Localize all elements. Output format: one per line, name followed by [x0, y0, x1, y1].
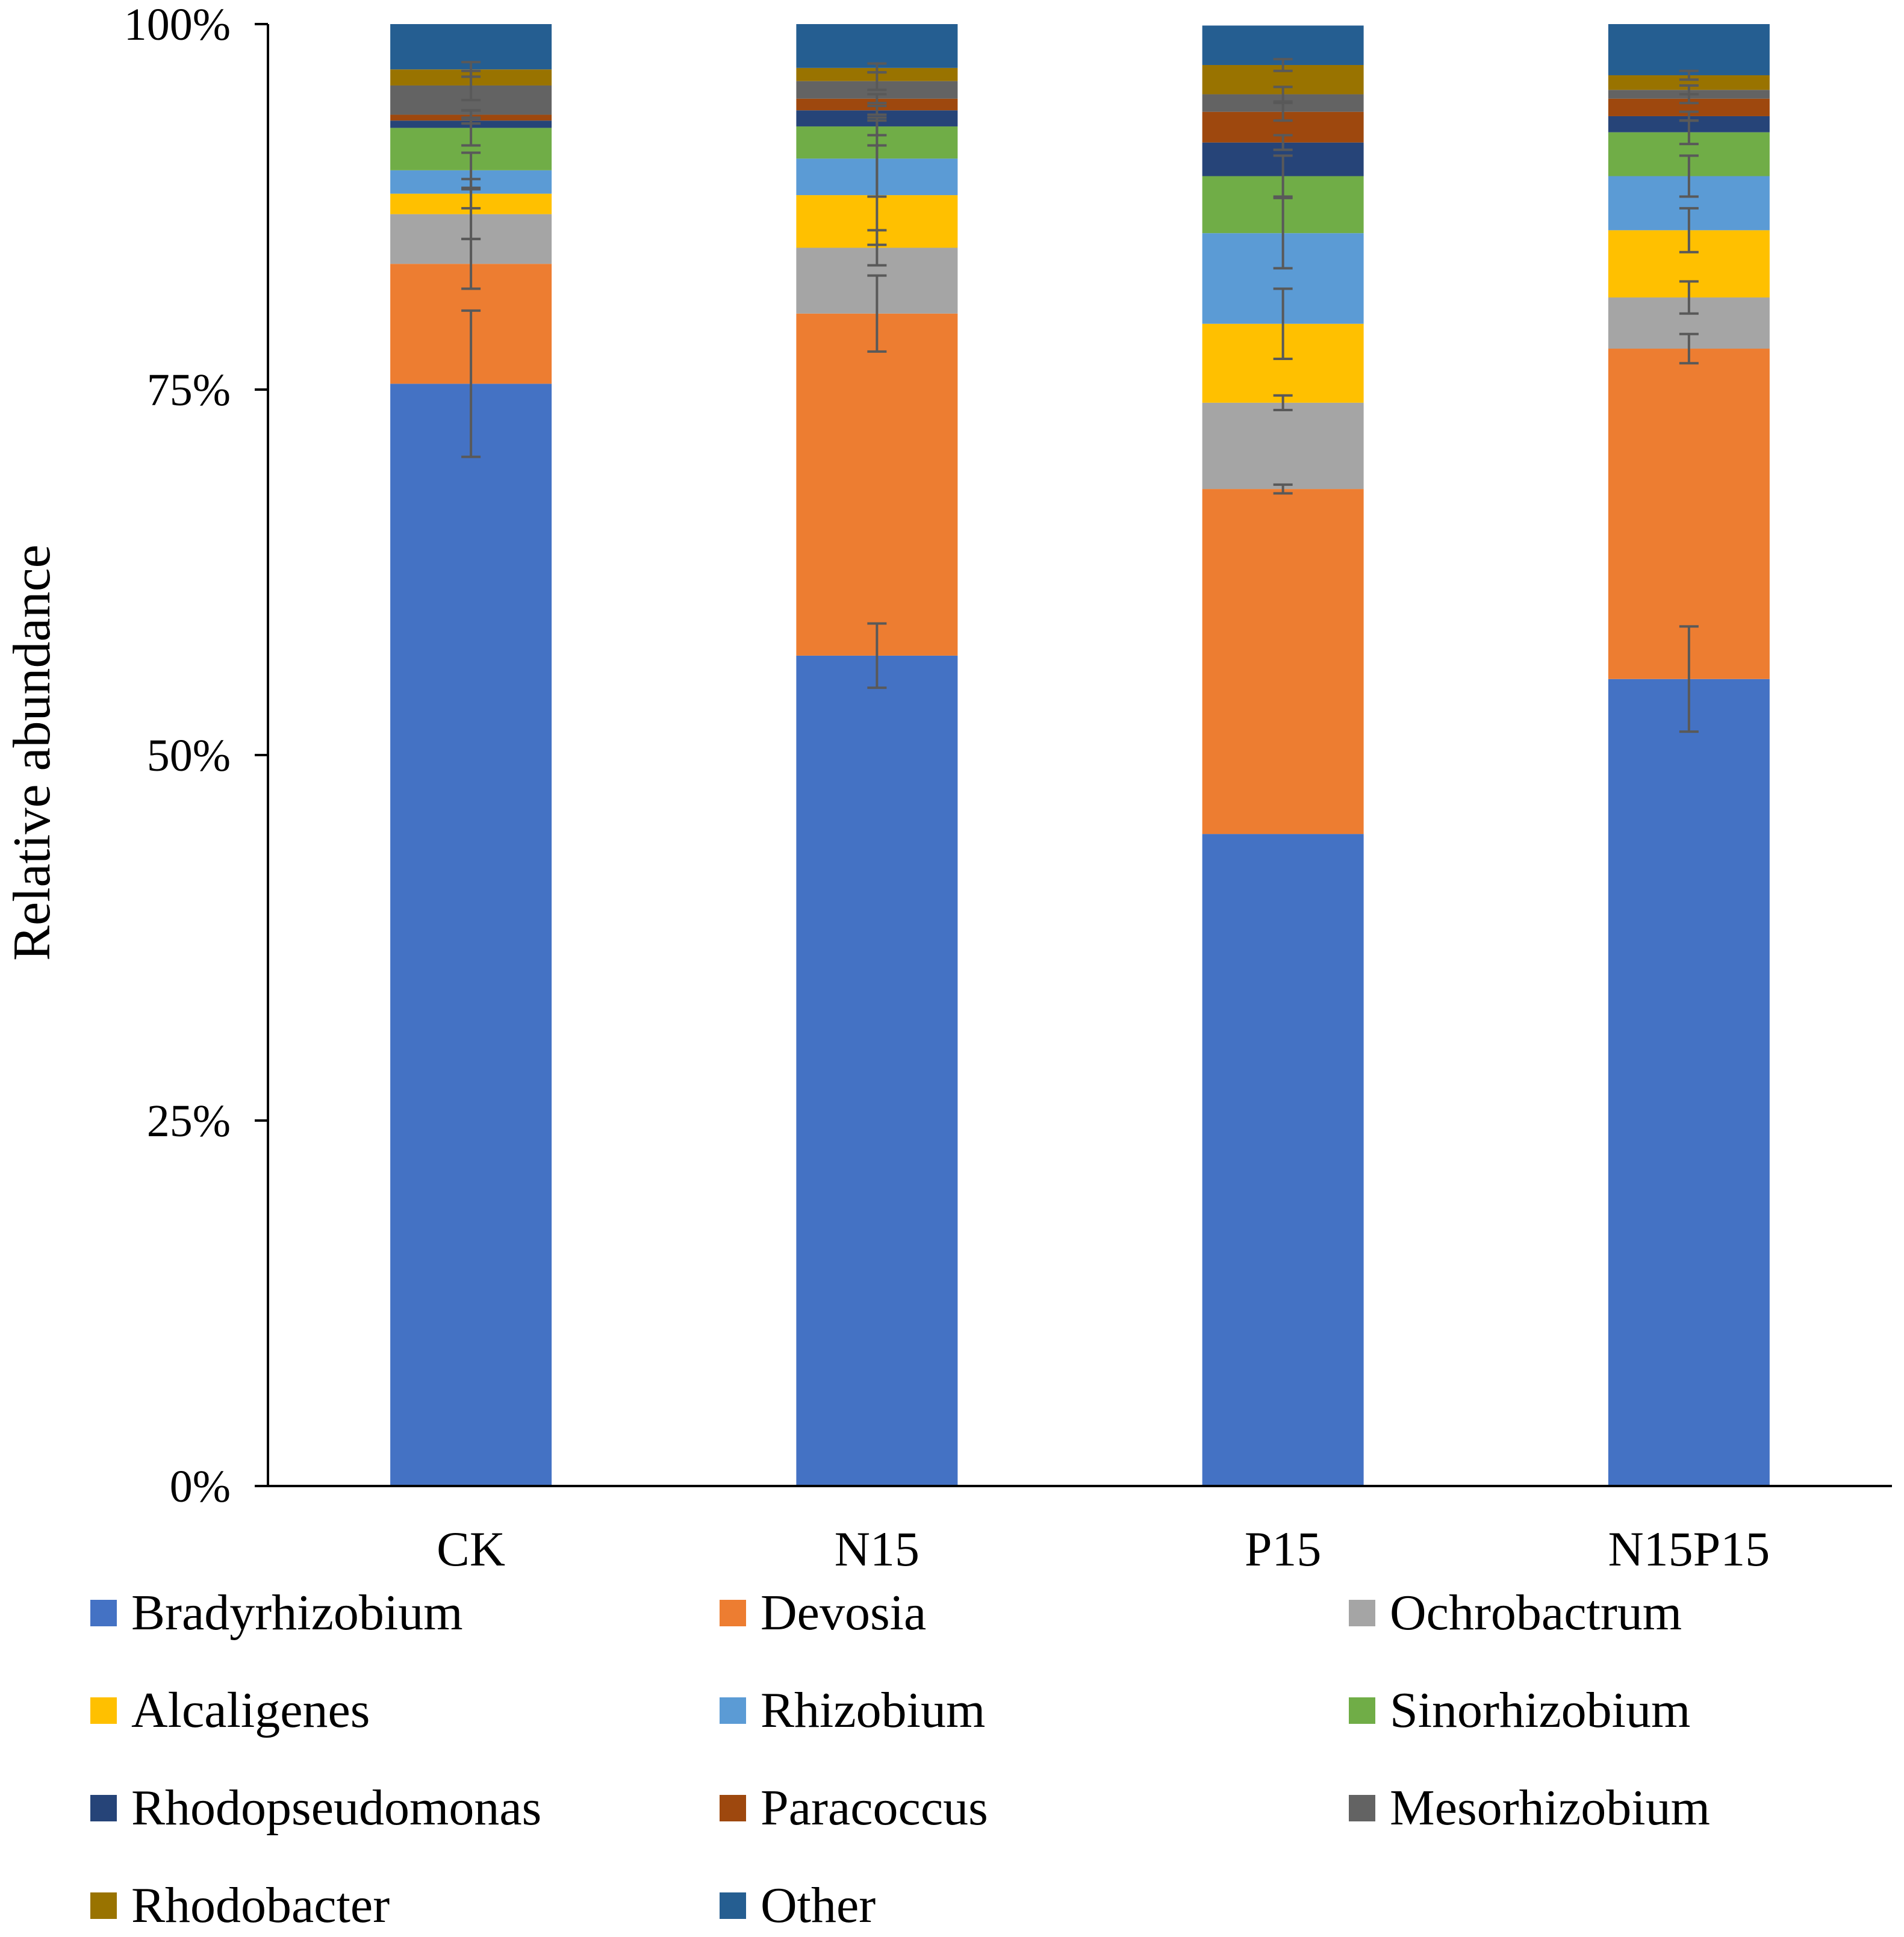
legend-swatch — [1349, 1599, 1375, 1626]
legend-item-rhizobium: Rhizobium — [720, 1681, 985, 1740]
bar-segment-p15-devosia — [1202, 489, 1364, 835]
legend-item-ochrobactrum: Ochrobactrum — [1349, 1584, 1682, 1642]
bar-segment-ck-bradyrhizobium — [390, 384, 552, 1486]
legend-item-other: Other — [720, 1876, 876, 1935]
error-bar-n15p15-devosia — [1679, 332, 1699, 365]
legend-label: Paracoccus — [761, 1780, 988, 1836]
bar-segment-n15-devosia — [796, 313, 958, 656]
y-tick-label: 50% — [147, 730, 231, 781]
error-bar-n15p15-rhodobacter — [1679, 69, 1699, 81]
legend-item-alcaligenes: Alcaligenes — [90, 1681, 370, 1740]
legend-label: Ochrobactrum — [1390, 1585, 1682, 1641]
legend-swatch — [90, 1599, 117, 1626]
legend-label: Devosia — [761, 1585, 927, 1641]
legend-item-rhodobacter: Rhodobacter — [90, 1876, 390, 1935]
bar-segment-n15p15-bradyrhizobium — [1608, 679, 1770, 1486]
error-bar-p15-ochrobactrum — [1273, 394, 1293, 411]
y-tick-label: 0% — [170, 1461, 231, 1512]
error-bar-p15-mesorhizobium — [1273, 86, 1293, 103]
error-bar-p15-sinorhizobium — [1273, 154, 1293, 198]
error-bar-n15-bradyrhizobium — [867, 622, 887, 689]
bar-segment-n15-paracoccus — [796, 98, 958, 111]
x-tick-label-n15: N15 — [835, 1522, 919, 1576]
legend-label: Rhizobium — [761, 1682, 986, 1738]
error-bar-p15-devosia — [1273, 483, 1293, 495]
error-bar-n15-rhodopseudomonas — [867, 104, 887, 116]
error-bar-ck-bradyrhizobium — [461, 309, 481, 458]
legend-swatch — [1349, 1794, 1375, 1821]
error-bar-p15-alcaligenes — [1273, 287, 1293, 361]
y-axis-title: Relative abundance — [3, 544, 61, 960]
bar-segment-n15-bradyrhizobium — [796, 655, 958, 1486]
legend-label: Rhodobacter — [131, 1877, 390, 1933]
legend-item-bradyrhizobium: Bradyrhizobium — [90, 1584, 463, 1642]
legend-swatch — [720, 1794, 746, 1821]
error-bar-n15p15-ochrobactrum — [1679, 280, 1699, 315]
error-bar-p15-rhodobacter — [1273, 58, 1293, 72]
error-bar-p15-paracoccus — [1273, 102, 1293, 122]
error-bar-n15-paracoccus — [867, 93, 887, 105]
legend-item-rhodopseudomonas: Rhodopseudomonas — [90, 1779, 541, 1837]
legend-label: Rhodopseudomonas — [131, 1780, 542, 1836]
error-bar-ck-rhodobacter — [461, 61, 481, 78]
legend-swatch — [720, 1697, 746, 1724]
error-bar-n15-devosia — [867, 274, 887, 353]
legend-item-paracoccus: Paracoccus — [720, 1779, 988, 1837]
bar-segment-n15-other — [796, 24, 958, 68]
legend-swatch — [90, 1794, 117, 1821]
legend-swatch — [720, 1892, 746, 1919]
legend-label: Sinorhizobium — [1390, 1682, 1691, 1738]
error-bar-n15p15-rhodopseudomonas — [1679, 110, 1699, 122]
y-tick-label: 25% — [147, 1096, 231, 1146]
error-bar-n15p15-alcaligenes — [1679, 207, 1699, 253]
bar-segment-p15-bradyrhizobium — [1202, 834, 1364, 1486]
error-bar-n15-rhodobacter — [867, 62, 887, 74]
x-tick-label-ck: CK — [437, 1522, 505, 1576]
error-bar-n15-sinorhizobium — [867, 116, 887, 137]
legend-label: Bradyrhizobium — [131, 1585, 463, 1641]
legend-item-sinorhizobium: Sinorhizobium — [1349, 1681, 1690, 1740]
y-tick-label: 100% — [124, 0, 231, 50]
error-bar-ck-rhizobium — [461, 151, 481, 189]
error-bar-p15-rhizobium — [1273, 196, 1293, 270]
x-tick-label-p15: P15 — [1245, 1522, 1322, 1576]
legend-swatch — [1349, 1697, 1375, 1724]
bar-segment-p15-ochrobactrum — [1202, 402, 1364, 490]
legend-label: Alcaligenes — [131, 1682, 370, 1738]
legend-label: Other — [761, 1877, 876, 1933]
x-tick-label-n15p15: N15P15 — [1608, 1522, 1770, 1576]
legend-swatch — [720, 1599, 746, 1626]
legend-swatch — [90, 1697, 117, 1724]
error-bar-ck-paracoccus — [461, 109, 481, 120]
legend-label: Mesorhizobium — [1390, 1780, 1710, 1836]
error-bar-p15-rhodopseudomonas — [1273, 134, 1293, 151]
legend-item-mesorhizobium: Mesorhizobium — [1349, 1779, 1710, 1837]
error-bar-n15p15-mesorhizobium — [1679, 84, 1699, 96]
error-bar-n15p15-bradyrhizobium — [1679, 625, 1699, 733]
y-tick-label: 75% — [147, 365, 231, 415]
bar-segment-n15p15-other — [1608, 24, 1770, 75]
legend-item-devosia: Devosia — [720, 1584, 926, 1642]
bar-segment-n15p15-devosia — [1608, 349, 1770, 679]
legend-swatch — [90, 1892, 117, 1919]
error-bar-n15p15-rhizobium — [1679, 154, 1699, 198]
